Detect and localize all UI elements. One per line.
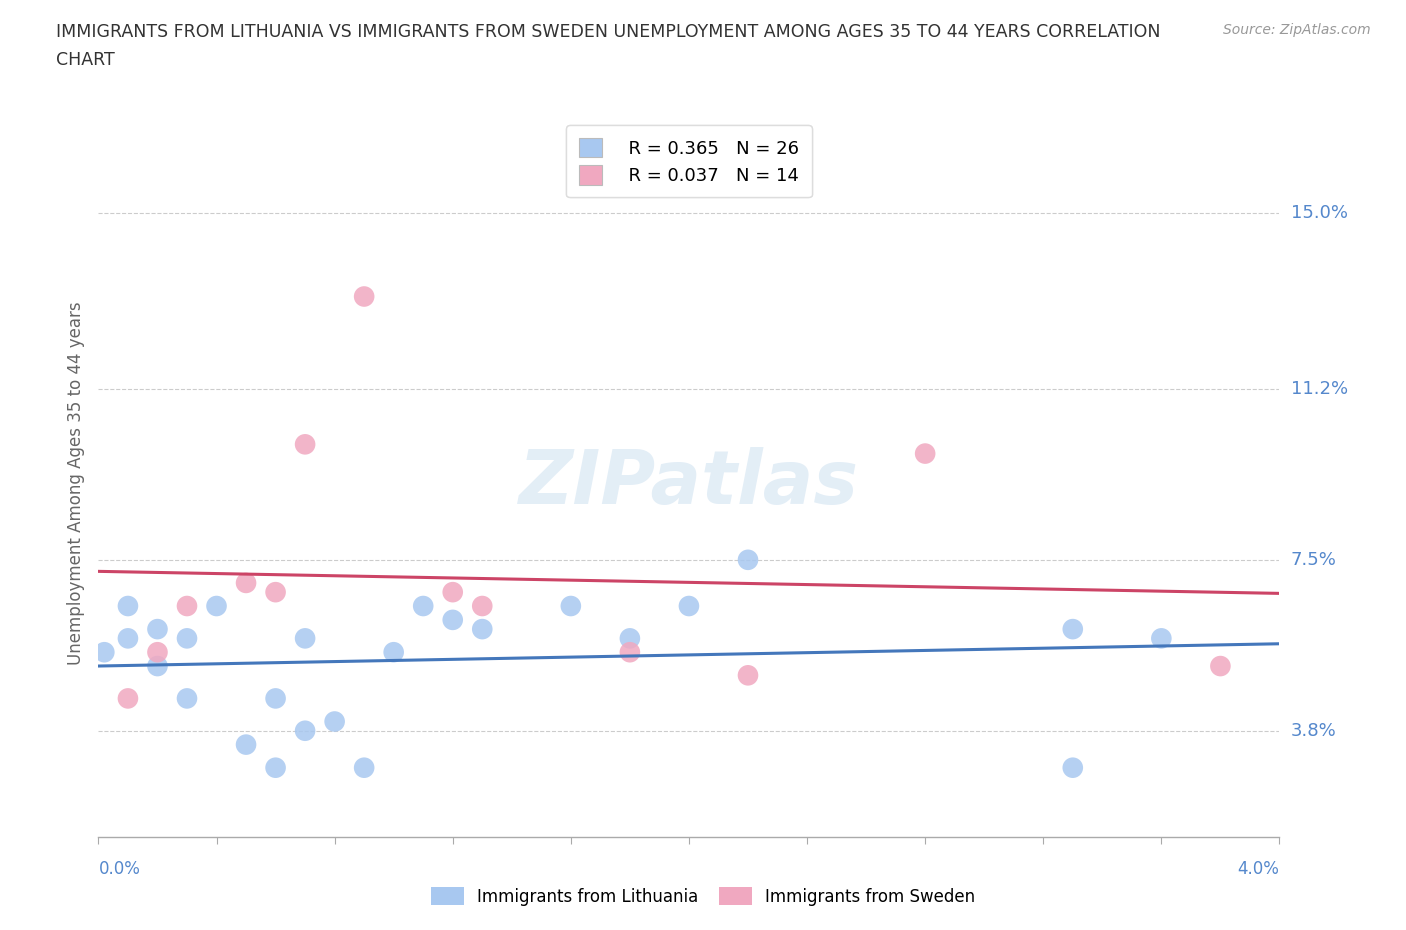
Point [294,631,316,645]
Point [737,552,759,567]
Point [264,760,287,775]
Point [1062,760,1084,775]
Point [146,644,169,659]
Point [117,691,139,706]
Point [176,691,198,706]
Point [353,760,375,775]
Point [1209,658,1232,673]
Point [412,599,434,614]
Y-axis label: Unemployment Among Ages 35 to 44 years: Unemployment Among Ages 35 to 44 years [66,302,84,665]
Point [146,658,169,673]
Text: 4.0%: 4.0% [1237,860,1279,878]
Point [117,599,139,614]
Point [235,737,257,752]
Text: Source: ZipAtlas.com: Source: ZipAtlas.com [1223,23,1371,37]
Point [737,668,759,683]
Point [323,714,346,729]
Point [235,576,257,591]
Point [560,599,582,614]
Legend: Immigrants from Lithuania, Immigrants from Sweden: Immigrants from Lithuania, Immigrants fr… [425,881,981,912]
Point [264,691,287,706]
Point [117,631,139,645]
Point [619,631,641,645]
Point [382,644,405,659]
Text: CHART: CHART [56,51,115,69]
Text: 11.2%: 11.2% [1291,379,1348,398]
Point [93,644,115,659]
Text: IMMIGRANTS FROM LITHUANIA VS IMMIGRANTS FROM SWEDEN UNEMPLOYMENT AMONG AGES 35 T: IMMIGRANTS FROM LITHUANIA VS IMMIGRANTS … [56,23,1161,41]
Point [441,585,464,600]
Text: 7.5%: 7.5% [1291,551,1337,569]
Text: 3.8%: 3.8% [1291,722,1336,739]
Point [471,599,494,614]
Point [619,644,641,659]
Point [146,621,169,636]
Point [205,599,228,614]
Point [294,437,316,452]
Point [294,724,316,738]
Point [471,621,494,636]
Text: 0.0%: 0.0% [98,860,141,878]
Point [1062,621,1084,636]
Point [264,585,287,600]
Point [441,613,464,628]
Text: ZIPatlas: ZIPatlas [519,447,859,520]
Point [176,599,198,614]
Legend:   R = 0.365   N = 26,   R = 0.037   N = 14: R = 0.365 N = 26, R = 0.037 N = 14 [567,126,811,197]
Point [914,446,936,461]
Point [1150,631,1173,645]
Point [176,631,198,645]
Point [353,289,375,304]
Text: 15.0%: 15.0% [1291,205,1347,222]
Point [678,599,700,614]
